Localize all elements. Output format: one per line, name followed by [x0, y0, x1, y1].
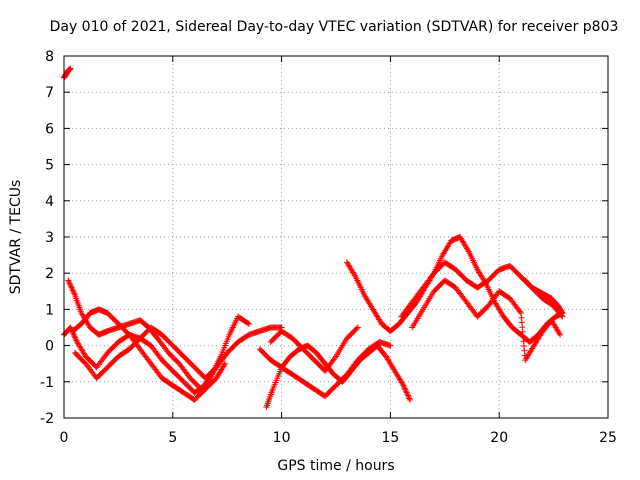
data-point [224, 349, 231, 356]
series-track-f [256, 338, 394, 400]
data-point [353, 325, 360, 332]
y-tick-label: -1 [40, 375, 54, 391]
y-axis-label: SDTVAR / TECUs [8, 180, 24, 295]
data-point [405, 392, 412, 399]
data-point [559, 310, 566, 317]
data-point [71, 333, 78, 340]
data-point [68, 284, 75, 291]
x-tick-label: 25 [599, 430, 617, 446]
series-track-d [71, 324, 231, 382]
data-point [70, 289, 77, 296]
data-point [402, 386, 409, 393]
data-point [245, 320, 252, 327]
data-point [71, 290, 78, 297]
y-tick-label: 7 [45, 85, 54, 101]
series-early-burst [61, 65, 74, 81]
data-point [405, 394, 412, 401]
data-point [66, 280, 73, 287]
data-point [403, 389, 410, 396]
y-tick-label: 2 [45, 266, 54, 282]
data-point [557, 331, 564, 338]
x-tick-label: 10 [273, 430, 291, 446]
data-point [331, 354, 338, 361]
y-tick-label: 0 [45, 339, 54, 355]
data-point [69, 286, 76, 293]
data-point [401, 385, 408, 392]
y-tick-label: 4 [45, 194, 54, 210]
data-point [401, 383, 408, 390]
data-point [516, 308, 523, 315]
series-track-a [61, 324, 285, 396]
data-point [222, 360, 229, 367]
axis-ticks: 0 5 10 15 20 25 -2 -1 0 1 2 3 4 5 6 7 8 [40, 49, 617, 446]
grid [64, 56, 608, 418]
data-point [221, 362, 228, 369]
data-point [67, 281, 74, 288]
x-tick-label: 0 [60, 430, 69, 446]
data-point [72, 336, 79, 343]
data-series [61, 65, 566, 411]
data-point [354, 324, 361, 331]
data-point [404, 391, 411, 398]
x-tick-label: 15 [381, 430, 399, 446]
data-point [69, 287, 76, 294]
x-tick-label: 20 [490, 430, 508, 446]
x-axis-label: GPS time / hours [277, 458, 394, 474]
chart-title: Day 010 of 2021, Sidereal Day-to-day VTE… [50, 19, 619, 35]
data-point [351, 272, 358, 279]
y-tick-label: 1 [45, 302, 54, 318]
data-point [65, 277, 72, 284]
data-point [403, 388, 410, 395]
data-point [72, 334, 79, 341]
data-point [66, 278, 73, 285]
series-track-k [522, 277, 566, 317]
data-point [464, 247, 471, 254]
data-point [67, 283, 74, 290]
data-point [406, 396, 413, 403]
data-point [67, 324, 74, 331]
data-point [556, 330, 563, 337]
data-point [223, 351, 230, 358]
data-point [67, 65, 74, 72]
data-point [244, 320, 251, 327]
series-track-c [69, 306, 229, 403]
data-point [406, 395, 413, 402]
y-tick-label: 5 [45, 158, 54, 174]
series-track-j [409, 277, 564, 364]
y-tick-label: 8 [45, 49, 54, 65]
series-track-g [267, 324, 361, 374]
x-tick-label: 5 [168, 430, 177, 446]
y-tick-label: 3 [45, 230, 54, 246]
data-point [387, 342, 394, 349]
data-point [400, 382, 407, 389]
y-tick-label: 6 [45, 121, 54, 137]
y-tick-label: -2 [40, 411, 54, 427]
